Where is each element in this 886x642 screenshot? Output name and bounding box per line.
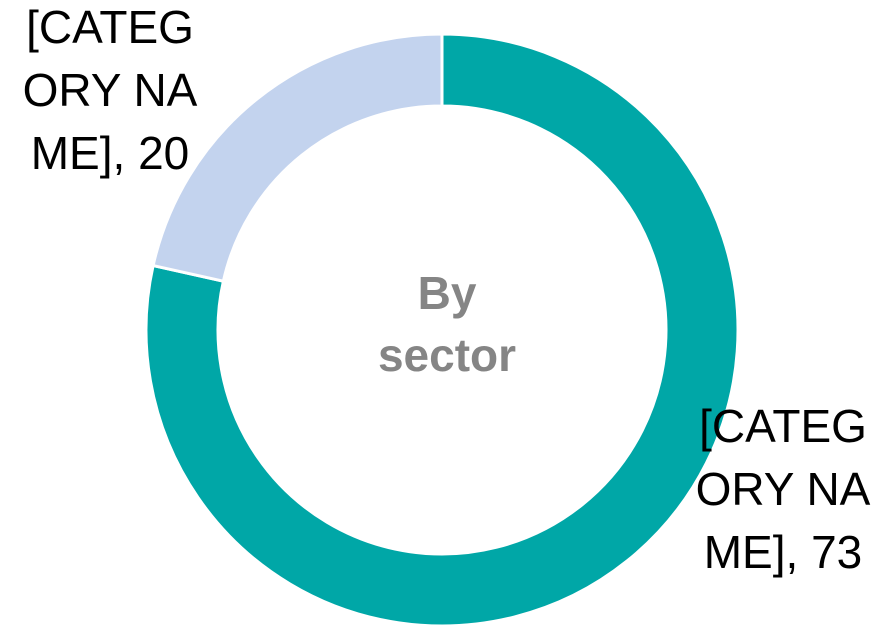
donut-segment: [144, 32, 740, 628]
data-label: [CATEGORY NAME], 73: [695, 400, 871, 578]
center-text: By sector: [377, 267, 517, 381]
data-label: [CATEGORY NAME], 20: [22, 1, 198, 179]
donut-segment: [151, 32, 444, 284]
